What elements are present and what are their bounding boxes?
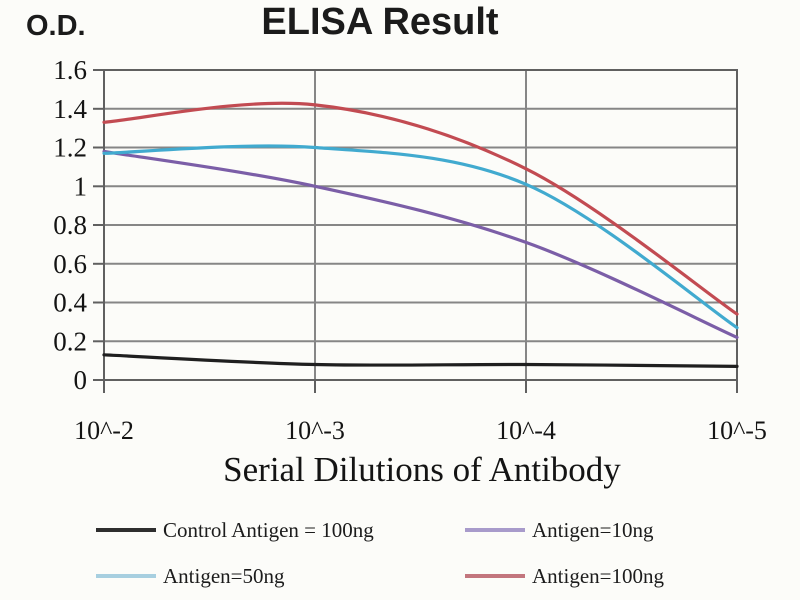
legend: Control Antigen = 100ng Antigen=10ng Antig…	[96, 507, 736, 599]
legend-label: Control Antigen = 100ng	[163, 517, 374, 542]
series-antigen-10ng	[102, 149, 739, 339]
legend-swatch-line	[465, 574, 525, 578]
y-tick-label: 0.6	[53, 249, 87, 279]
legend-label: Antigen=10ng	[532, 517, 654, 542]
series-antigen-50ng	[102, 144, 739, 330]
x-tick-label: 10^-2	[74, 416, 134, 445]
legend-swatch-line	[96, 528, 156, 532]
plot-frame	[103, 69, 738, 381]
y-tick-label: 1	[74, 171, 88, 201]
y-tick-label: 0.2	[53, 326, 87, 356]
x-axis-title: Serial Dilutions of Antibody	[223, 450, 621, 489]
series-antigen-100ng	[102, 101, 739, 316]
x-tick-label: 10^-4	[496, 416, 556, 445]
x-tick-label: 10^-5	[707, 416, 767, 445]
x-tick-label: 10^-3	[285, 416, 345, 445]
legend-item-control-antigen-100ng: Control Antigen = 100ng	[96, 507, 465, 553]
y-tick-label: 1.6	[53, 55, 87, 85]
y-axis-title: O.D.	[26, 10, 86, 42]
legend-swatch-line	[96, 574, 156, 578]
y-tick-label: 0	[74, 365, 88, 395]
y-tick-label: 0.8	[53, 210, 87, 240]
legend-item-antigen-100ng: Antigen=100ng	[465, 553, 736, 599]
legend-swatch-line	[465, 528, 525, 532]
chart-title: ELISA Result	[261, 1, 499, 43]
legend-label: Antigen=50ng	[163, 563, 285, 588]
series-control-antigen-100ng	[102, 353, 739, 368]
y-tick-label: 1.4	[53, 94, 87, 124]
y-tick-label: 0.4	[53, 288, 87, 318]
legend-item-antigen-50ng: Antigen=50ng	[96, 553, 465, 599]
y-tick-label: 1.2	[53, 133, 87, 163]
legend-item-antigen-10ng: Antigen=10ng	[465, 507, 736, 553]
legend-label: Antigen=100ng	[532, 563, 664, 588]
